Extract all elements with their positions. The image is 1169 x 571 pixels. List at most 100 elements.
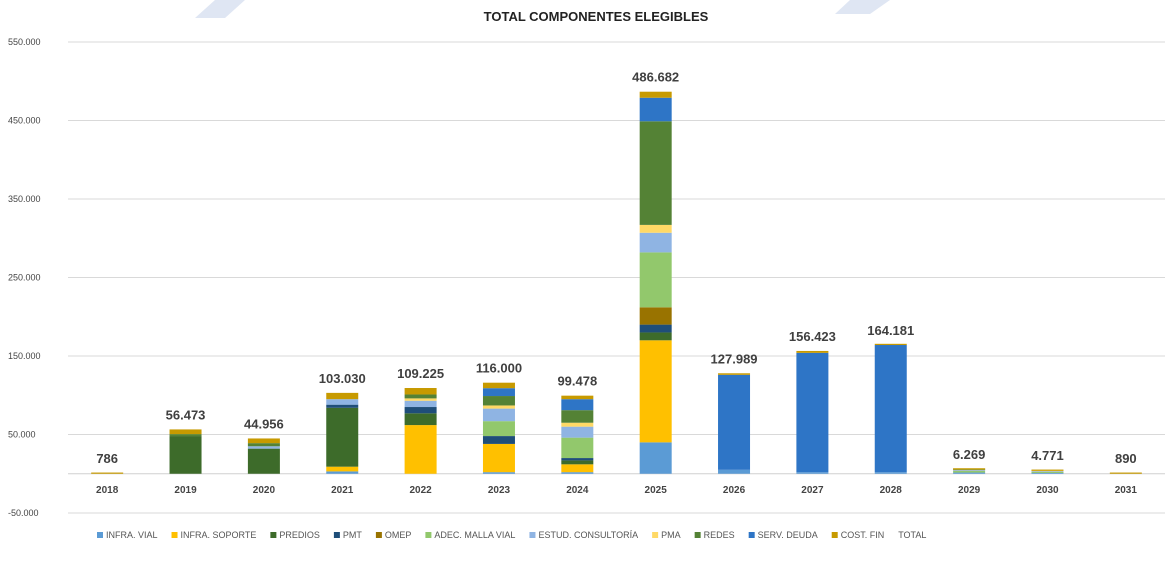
bar-segment-predios-2020 xyxy=(247,448,280,474)
bar-segment-adec-malla-vial-2024 xyxy=(561,437,594,459)
legend-label: ESTUD. CONSULTORÍA xyxy=(538,530,638,540)
x-tick-label-2018: 2018 xyxy=(96,485,119,496)
bar-segment-redes-2022 xyxy=(404,394,437,399)
total-label-2028: 164.181 xyxy=(867,323,914,338)
legend-swatch xyxy=(748,532,755,538)
total-label-2020: 44.956 xyxy=(244,416,284,431)
watermark xyxy=(195,0,890,18)
bar-segment-redes-2020 xyxy=(247,443,280,447)
x-tick-label-2025: 2025 xyxy=(645,485,668,496)
bar-segment-pmt-2021 xyxy=(326,404,359,408)
x-tick-label-2026: 2026 xyxy=(723,485,746,496)
legend-label: REDES xyxy=(704,530,735,540)
legend-swatch xyxy=(425,532,432,538)
legend-swatch xyxy=(270,532,277,538)
bar-segment-adec-malla-vial-2023 xyxy=(482,421,515,437)
bar-segment-cost-fin-2031 xyxy=(1109,472,1142,474)
legend-label: PREDIOS xyxy=(279,530,320,540)
x-tick-label-2028: 2028 xyxy=(880,485,903,496)
bar-segment-infra-vial-2025 xyxy=(639,442,672,474)
bar-segment-redes-2025 xyxy=(639,121,672,225)
bar-segment-cost-fin-2027 xyxy=(796,350,829,353)
bar-segment-serv-deuda-2027 xyxy=(796,352,829,473)
bar-segment-predios-2024 xyxy=(561,460,594,465)
x-tick-label-2031: 2031 xyxy=(1115,485,1138,496)
bar-segment-omep-2025 xyxy=(639,307,672,325)
bar-segment-serv-deuda-2024 xyxy=(561,399,594,411)
bar-segment-pmt-2022 xyxy=(404,407,437,414)
legend-label: OMEP xyxy=(385,530,412,540)
x-tick-label-2029: 2029 xyxy=(958,485,981,496)
legend-swatch xyxy=(652,532,659,538)
legend-swatch xyxy=(694,532,701,538)
total-label-2023: 116.000 xyxy=(476,361,522,376)
bar-segment-serv-deuda-2026 xyxy=(718,374,751,470)
x-tick-label-2030: 2030 xyxy=(1036,485,1059,496)
x-tick-label-2020: 2020 xyxy=(253,485,276,496)
bar-segment-infra-soporte-2023 xyxy=(482,443,515,473)
bar-segment-pmt-2024 xyxy=(561,458,594,461)
bar-segment-serv-deuda-2025 xyxy=(639,97,672,122)
bar-segment-estud-consultor-a-2029 xyxy=(953,469,986,472)
total-label-2022: 109.225 xyxy=(397,366,444,381)
bar-segment-adec-malla-vial-2030 xyxy=(1031,471,1064,473)
bar-segment-pma-2025 xyxy=(639,224,672,233)
bar-segment-predios-2022 xyxy=(404,413,437,426)
bar-segment-cost-fin-2022 xyxy=(404,388,437,395)
bar-segment-estud-consultor-a-2025 xyxy=(639,232,672,253)
bar-segment-pmt-2025 xyxy=(639,324,672,333)
legend-label: PMT xyxy=(343,530,363,540)
bar-segment-cost-fin-2025 xyxy=(639,91,672,98)
gridlines xyxy=(68,41,1165,514)
bar-segment-estud-consultor-a-2024 xyxy=(561,426,594,438)
total-label-2019: 56.473 xyxy=(166,407,206,422)
total-label-2021: 103.030 xyxy=(319,371,366,386)
x-tick-label-2022: 2022 xyxy=(409,485,432,496)
bars xyxy=(91,91,1142,474)
y-tick-label: -50.000 xyxy=(8,508,39,518)
bar-segment-cost-fin-2030 xyxy=(1031,469,1064,471)
chart-title: TOTAL COMPONENTES ELEGIBLES xyxy=(484,9,709,24)
legend-label: TOTAL xyxy=(898,530,926,540)
total-label-2027: 156.423 xyxy=(789,329,836,344)
bar-segment-estud-consultor-a-2030 xyxy=(1031,470,1064,472)
y-tick-label: 450.000 xyxy=(8,116,41,126)
y-tick-label: 250.000 xyxy=(8,273,41,283)
bar-segment-predios-2025 xyxy=(639,332,672,341)
bar-segment-redes-2024 xyxy=(561,410,594,423)
bar-segment-cost-fin-2024 xyxy=(561,395,594,400)
bar-segment-serv-deuda-2023 xyxy=(482,388,515,397)
bar-segment-infra-vial-2024 xyxy=(561,472,594,474)
bar-segment-predios-2019 xyxy=(169,436,202,474)
bar-segment-infra-vial-2027 xyxy=(796,472,829,474)
x-tick-label-2021: 2021 xyxy=(331,485,354,496)
total-label-2031: 890 xyxy=(1115,451,1137,466)
bar-segment-infra-soporte-2024 xyxy=(561,464,594,473)
bar-segment-cost-fin-2029 xyxy=(953,468,986,470)
bar-segment-cost-fin-2018 xyxy=(91,472,124,474)
legend: INFRA. VIAL INFRA. SOPORTE PREDIOS PMT OMEP A… xyxy=(97,530,926,540)
y-tick-label: 350.000 xyxy=(8,194,41,204)
y-tick-label: 50.000 xyxy=(8,430,36,440)
bar-segment-estud-consultor-a-2020 xyxy=(247,446,280,449)
total-label-2018: 786 xyxy=(96,451,118,466)
legend-swatch xyxy=(171,532,178,538)
bar-segment-pmt-2023 xyxy=(482,436,515,444)
legend-swatch xyxy=(375,532,382,538)
legend-label: INFRA. SOPORTE xyxy=(181,530,257,540)
x-tick-label-2024: 2024 xyxy=(566,485,589,496)
bar-segment-serv-deuda-2028 xyxy=(874,345,907,473)
bar-segment-estud-consultor-a-2021 xyxy=(326,399,359,405)
bar-segment-infra-vial-2021 xyxy=(326,471,359,474)
bar-segment-estud-consultor-a-2023 xyxy=(482,408,515,422)
legend-label: COST. FIN xyxy=(841,530,885,540)
bar-segment-pma-2023 xyxy=(482,405,515,409)
legend-swatch xyxy=(97,532,103,538)
bar-segment-infra-vial-2030 xyxy=(1031,472,1064,474)
bar-segment-redes-2023 xyxy=(482,396,515,406)
total-label-2024: 99.478 xyxy=(557,374,597,389)
y-axis-tick-labels: -50.000 50.000 150.000 250.000 350.000 450.00… xyxy=(8,37,41,518)
bar-segment-cost-fin-2021 xyxy=(326,392,359,400)
legend-label: ADEC. MALLA VIAL xyxy=(434,530,515,540)
